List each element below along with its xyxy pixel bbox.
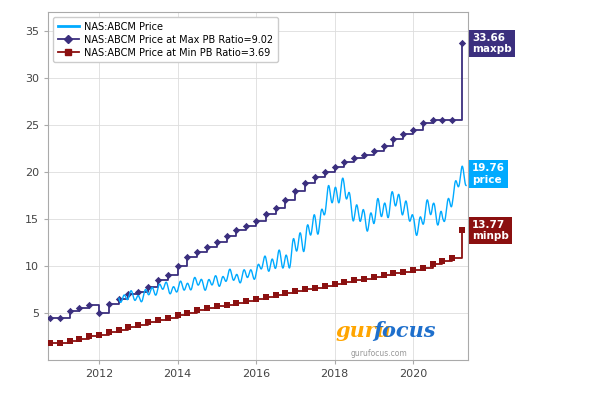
Point [104,300,113,307]
Point [74,336,84,342]
Point [114,296,124,302]
Point [222,301,232,308]
Point [301,180,310,186]
Point [65,308,74,314]
Point [241,298,251,304]
Point [85,333,94,340]
Point [379,142,388,149]
Point [457,40,467,47]
Point [290,188,300,194]
Point [212,303,221,310]
Point [74,305,84,312]
Point [271,204,280,211]
Point [202,244,212,250]
Point [222,233,232,239]
Point [212,239,221,246]
Point [94,310,104,316]
Point [133,289,143,296]
Point [85,302,94,309]
Point [173,263,182,269]
Point [408,266,418,273]
Point [389,270,398,277]
Point [379,272,388,278]
Point [261,294,271,300]
Point [340,279,349,285]
Point [251,296,261,302]
Point [320,169,329,175]
Point [104,328,113,335]
Point [389,136,398,142]
Text: 19.76
price: 19.76 price [472,163,505,185]
Point [55,340,65,346]
Point [143,319,153,326]
Point [330,281,340,287]
Point [55,314,65,321]
Point [330,164,340,170]
Point [261,211,271,218]
Point [301,286,310,293]
Text: focus: focus [373,321,436,341]
Point [310,173,320,180]
Point [45,340,55,346]
Point [369,274,379,280]
Point [133,322,143,328]
Point [310,284,320,291]
Point [398,131,408,138]
Point [45,314,55,321]
Point [418,120,428,126]
Point [124,291,133,297]
Legend: NAS:ABCM Price, NAS:ABCM Price at Max PB Ratio=9.02, NAS:ABCM Price at Min PB Ra: NAS:ABCM Price, NAS:ABCM Price at Max PB… [53,17,278,62]
Point [398,268,408,275]
Point [281,197,290,203]
Point [193,307,202,313]
Point [153,277,163,283]
Point [349,154,359,161]
Point [320,282,329,289]
Point [349,277,359,283]
Point [428,117,437,123]
Point [359,276,369,282]
Text: 33.66
maxpb: 33.66 maxpb [472,33,512,54]
Text: 13.77
minpb: 13.77 minpb [472,220,509,241]
Point [448,117,457,123]
Point [290,288,300,294]
Point [65,338,74,344]
Point [193,249,202,255]
Point [369,148,379,154]
Point [457,227,467,234]
Point [408,126,418,133]
Point [182,253,192,260]
Text: guru: guru [336,321,392,341]
Point [182,310,192,316]
Point [232,227,241,234]
Point [153,317,163,324]
Point [271,292,280,298]
Text: gurufocus.com: gurufocus.com [350,349,407,358]
Point [163,314,173,321]
Point [94,332,104,338]
Point [232,300,241,306]
Point [359,152,369,158]
Point [340,159,349,166]
Point [437,258,447,264]
Point [202,305,212,312]
Point [251,218,261,224]
Point [418,265,428,271]
Point [143,284,153,290]
Point [163,272,173,278]
Point [281,290,290,296]
Point [241,223,251,230]
Point [437,117,447,123]
Point [448,255,457,262]
Point [114,327,124,333]
Point [428,261,437,267]
Point [173,312,182,318]
Point [124,324,133,330]
